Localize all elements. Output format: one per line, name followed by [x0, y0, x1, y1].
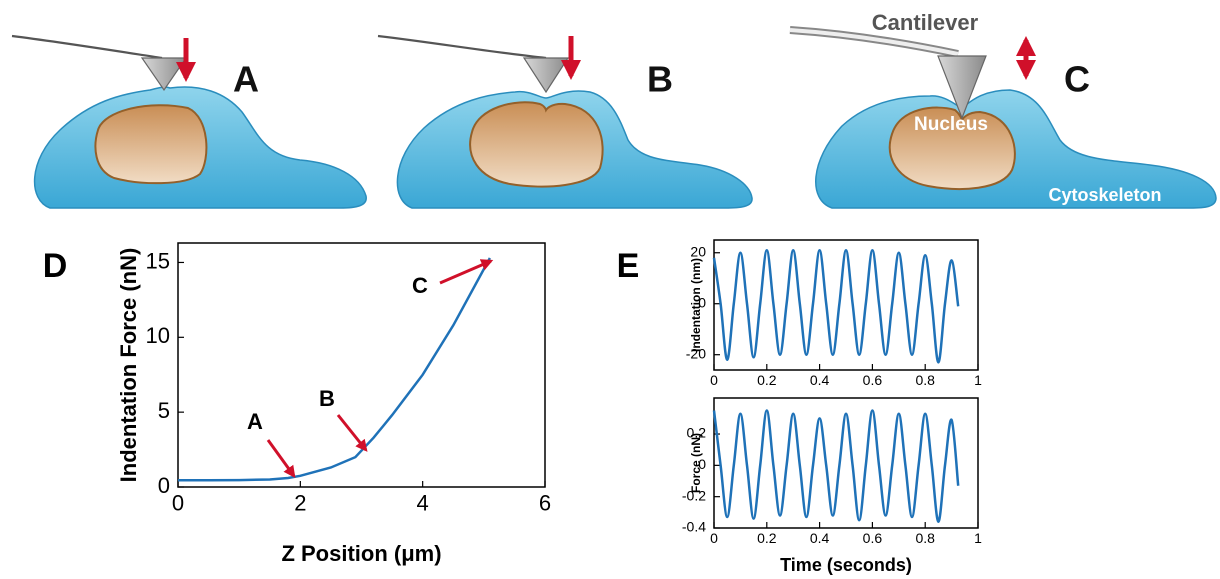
y-tick-label: 15: [146, 248, 170, 273]
nucleus-label: Nucleus: [914, 114, 988, 135]
y-tick-label: 0: [698, 294, 706, 310]
y-tick-label: -0.2: [682, 487, 706, 503]
cell-illustration-a: [11, 34, 367, 209]
plot-frame: [713, 397, 979, 529]
y-axis-label: Force (nN): [689, 433, 703, 493]
panel-label: D: [43, 247, 68, 285]
cell-illustration-b: [377, 34, 753, 209]
x-tick-label: 0: [710, 372, 718, 388]
x-tick-label: 0: [172, 490, 184, 515]
y-tick-label: 0: [698, 456, 706, 472]
x-tick-label: 0.4: [810, 530, 830, 546]
x-tick-label: 0.6: [863, 530, 883, 546]
annotation-arrow: [439, 259, 494, 285]
cell-illustration-c: [789, 26, 1217, 209]
x-tick-label: 0.4: [810, 372, 830, 388]
annotation-label: A: [247, 409, 263, 434]
x-tick-label: 0.8: [915, 530, 935, 546]
y-tick-label: 0.2: [687, 425, 707, 441]
plot-frame: [177, 242, 546, 488]
annotation-arrow: [336, 414, 368, 452]
panel-label: A: [233, 59, 259, 100]
y-axis-label: Indentation (nm): [689, 258, 703, 352]
data-line: [712, 409, 960, 523]
panel-label: E: [617, 247, 640, 285]
x-tick-label: 1: [974, 372, 982, 388]
y-axis-label: Indentation Force (nN): [116, 248, 141, 483]
data-line: [712, 248, 960, 364]
plot-frame: [713, 239, 979, 371]
y-tick-label: 20: [690, 243, 706, 259]
x-tick-label: 0.6: [863, 372, 883, 388]
x-tick-label: 6: [539, 490, 551, 515]
y-tick-label: -0.4: [682, 519, 706, 535]
data-line: [178, 257, 491, 482]
x-tick-label: 1: [974, 530, 982, 546]
x-tick-label: 0.2: [757, 530, 777, 546]
x-tick-label: 0.8: [915, 372, 935, 388]
annotation-arrow: [266, 439, 296, 478]
y-tick-label: 10: [146, 323, 170, 348]
x-axis-label: Z Position (μm): [281, 541, 441, 566]
annotation-label: C: [412, 273, 428, 298]
y-tick-label: 0: [158, 473, 170, 498]
x-tick-label: 2: [294, 490, 306, 515]
x-axis-label: Time (seconds): [780, 555, 912, 575]
x-tick-label: 0: [710, 530, 718, 546]
x-tick-label: 0.2: [757, 372, 777, 388]
annotation-label: B: [319, 386, 335, 411]
y-tick-label: -20: [686, 345, 706, 361]
x-tick-label: 4: [417, 490, 429, 515]
cantilever-label: Cantilever: [872, 10, 979, 35]
panel-label: B: [647, 59, 673, 100]
cytoskeleton-label: Cytoskeleton: [1048, 185, 1161, 205]
panel-label: C: [1064, 59, 1090, 100]
y-tick-label: 5: [158, 398, 170, 423]
